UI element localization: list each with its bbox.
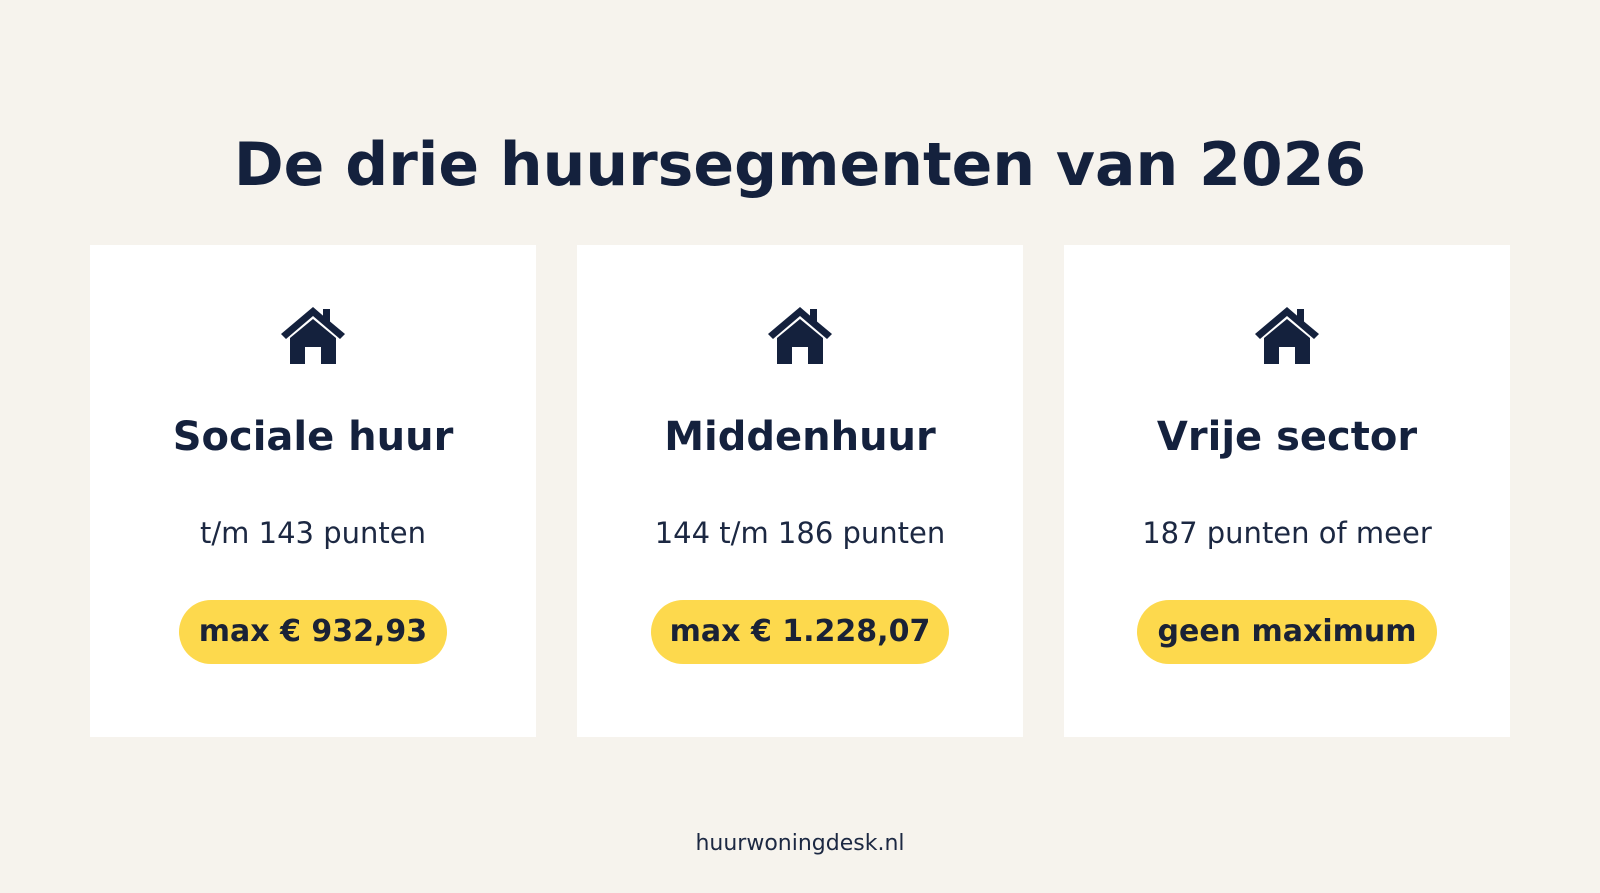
- segment-cards: Sociale huur t/m 143 punten max € 932,93…: [90, 245, 1510, 737]
- points-range: 187 punten of meer: [1142, 516, 1432, 550]
- max-rent-badge: max € 1.228,07: [651, 600, 949, 664]
- max-rent-badge: max € 932,93: [179, 600, 447, 664]
- card-vrije-sector: Vrije sector 187 punten of meer geen max…: [1064, 245, 1510, 737]
- card-title: Vrije sector: [1156, 414, 1418, 460]
- house-icon: [281, 307, 345, 364]
- card-middenhuur: Middenhuur 144 t/m 186 punten max € 1.22…: [577, 245, 1023, 737]
- points-range: t/m 143 punten: [200, 516, 426, 550]
- page-title: De drie huursegmenten van 2026: [233, 130, 1367, 201]
- card-sociale-huur: Sociale huur t/m 143 punten max € 932,93: [90, 245, 536, 737]
- points-range: 144 t/m 186 punten: [654, 516, 946, 550]
- card-title: Sociale huur: [172, 414, 454, 460]
- max-rent-badge: geen maximum: [1137, 600, 1437, 664]
- card-title: Middenhuur: [664, 414, 936, 460]
- footer-site-name: huurwoningdesk.nl: [695, 831, 905, 856]
- house-icon: [1255, 307, 1319, 364]
- house-icon: [768, 307, 832, 364]
